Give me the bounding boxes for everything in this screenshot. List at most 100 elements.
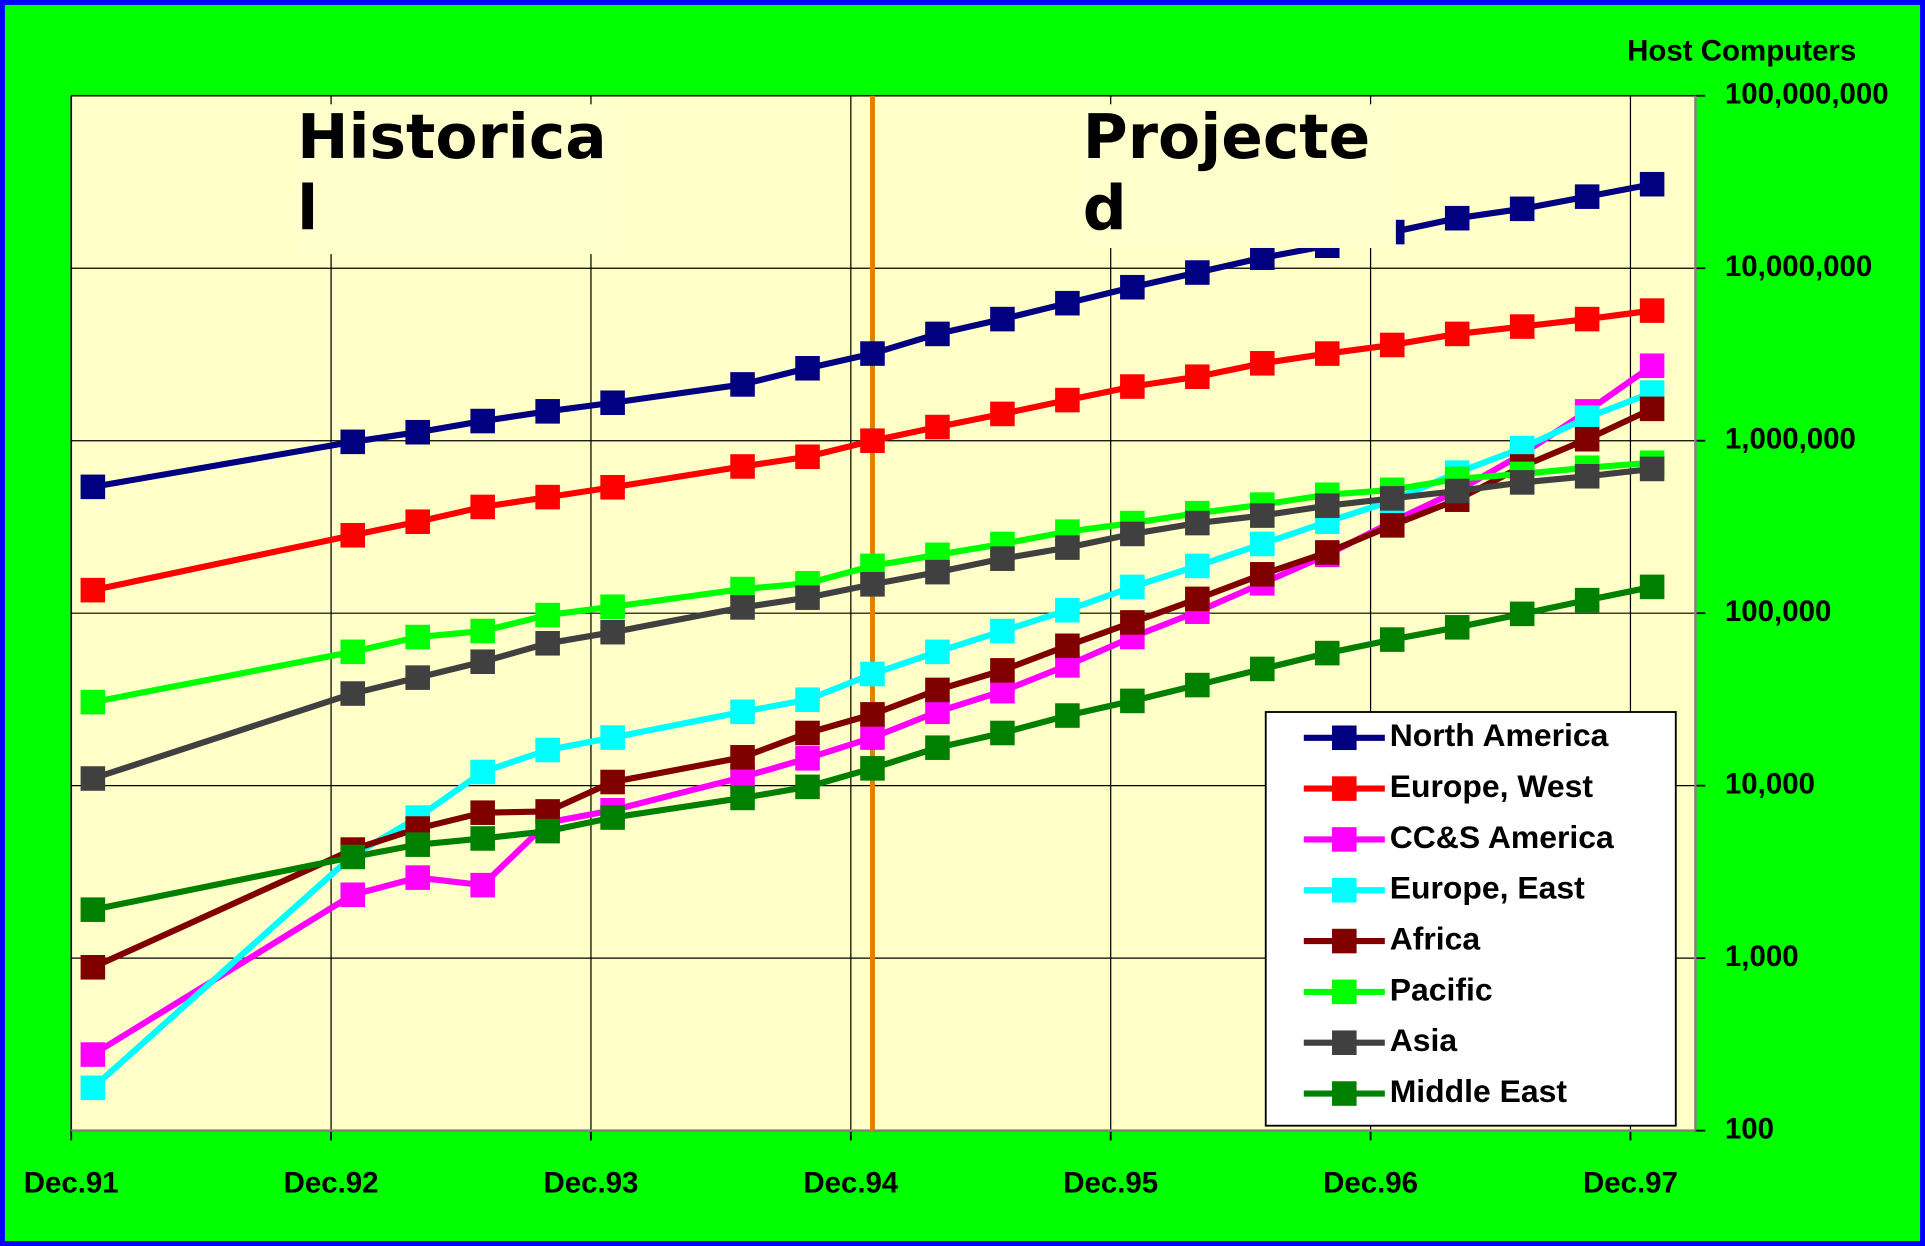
x-tick-label: Dec.95 xyxy=(1063,1166,1158,1199)
legend-label: Africa xyxy=(1390,920,1481,956)
marker xyxy=(600,475,625,500)
marker xyxy=(1055,597,1080,623)
marker xyxy=(80,897,106,922)
marker xyxy=(925,639,950,665)
marker xyxy=(1639,574,1665,600)
marker xyxy=(1055,387,1080,413)
marker xyxy=(1379,486,1405,511)
marker xyxy=(470,618,495,644)
marker xyxy=(405,865,430,890)
marker xyxy=(860,725,885,750)
marker xyxy=(340,882,366,908)
marker xyxy=(925,321,950,347)
marker xyxy=(1639,171,1665,197)
marker xyxy=(470,494,495,520)
annotation-box xyxy=(294,104,620,255)
legend-marker xyxy=(1332,776,1357,801)
marker xyxy=(340,681,366,706)
legend-marker xyxy=(1332,928,1357,954)
marker xyxy=(1639,396,1665,422)
marker xyxy=(1250,245,1275,271)
marker xyxy=(1185,586,1210,612)
marker xyxy=(1185,553,1210,579)
marker xyxy=(1120,688,1145,714)
marker xyxy=(1314,640,1340,666)
marker xyxy=(1509,314,1535,339)
marker xyxy=(1185,364,1210,389)
legend-label: Europe, West xyxy=(1390,768,1594,804)
marker xyxy=(470,872,495,898)
x-tick-label: Dec.92 xyxy=(284,1166,379,1199)
marker xyxy=(1444,615,1470,640)
annotation: d xyxy=(1083,173,1127,244)
x-tick-label: Dec.93 xyxy=(543,1166,638,1199)
marker xyxy=(730,595,755,620)
x-tick-label: Dec.96 xyxy=(1323,1166,1418,1199)
marker xyxy=(1055,290,1080,316)
marker xyxy=(860,661,885,687)
marker xyxy=(340,844,366,870)
marker xyxy=(535,631,560,656)
marker xyxy=(1509,196,1535,222)
legend-marker xyxy=(1332,725,1357,751)
marker xyxy=(405,832,430,857)
marker xyxy=(1444,321,1470,347)
marker xyxy=(1379,513,1405,538)
legend-label: Pacific xyxy=(1390,971,1493,1007)
marker xyxy=(990,678,1015,704)
marker xyxy=(600,805,625,830)
marker xyxy=(1120,274,1145,300)
marker xyxy=(925,414,950,440)
marker xyxy=(730,745,755,770)
marker xyxy=(730,372,755,397)
annotation: Historica xyxy=(297,102,607,173)
marker xyxy=(1509,470,1535,495)
marker xyxy=(795,720,820,746)
marker xyxy=(1120,521,1145,547)
marker xyxy=(1055,703,1080,728)
marker xyxy=(340,522,366,548)
y-tick-label: 1,000 xyxy=(1725,940,1799,973)
marker xyxy=(1574,587,1600,613)
x-tick-label: Dec.94 xyxy=(803,1166,899,1199)
marker xyxy=(990,658,1015,683)
legend-label: Europe, East xyxy=(1390,870,1585,906)
marker xyxy=(860,572,885,597)
legend-label: Middle East xyxy=(1390,1073,1568,1109)
marker xyxy=(600,619,625,645)
marker xyxy=(925,735,950,760)
marker xyxy=(925,559,950,585)
marker xyxy=(405,624,430,650)
annotation: Projecte xyxy=(1083,102,1370,173)
marker xyxy=(795,774,820,800)
marker xyxy=(80,577,106,603)
marker xyxy=(1055,633,1080,659)
marker xyxy=(1185,510,1210,536)
marker xyxy=(1574,306,1600,332)
marker xyxy=(1250,531,1275,557)
y-tick-label: 10,000,000 xyxy=(1725,250,1872,283)
marker xyxy=(795,746,820,771)
y-axis-title: Host Computers xyxy=(1627,35,1856,68)
marker xyxy=(470,408,495,434)
marker xyxy=(925,699,950,725)
legend-marker xyxy=(1332,827,1357,852)
marker xyxy=(730,699,755,725)
marker xyxy=(1314,493,1340,518)
marker xyxy=(405,419,430,445)
marker xyxy=(990,546,1015,571)
marker xyxy=(340,639,366,665)
marker xyxy=(470,826,495,851)
marker xyxy=(1250,351,1275,376)
marker xyxy=(80,766,106,791)
marker xyxy=(470,649,495,675)
marker xyxy=(600,725,625,750)
marker xyxy=(80,1075,106,1101)
marker xyxy=(1185,672,1210,698)
marker xyxy=(535,399,560,424)
marker xyxy=(600,390,625,416)
marker xyxy=(80,955,106,980)
marker xyxy=(535,818,560,844)
marker xyxy=(535,602,560,628)
y-tick-label: 1,000,000 xyxy=(1725,422,1856,455)
